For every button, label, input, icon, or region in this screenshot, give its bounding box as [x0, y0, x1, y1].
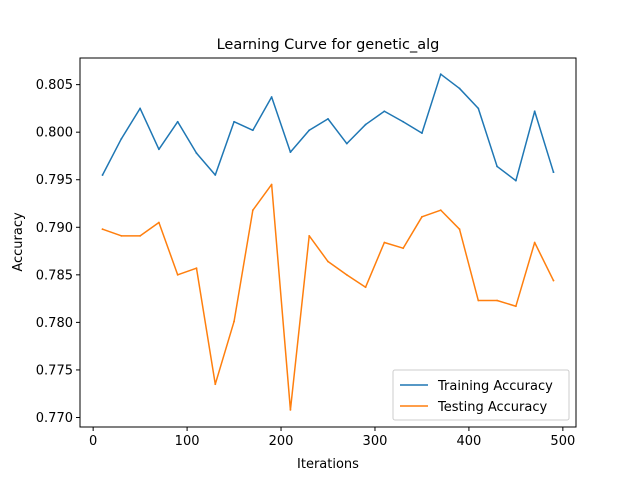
y-axis-label: Accuracy	[11, 212, 26, 272]
data-point-testing	[439, 209, 442, 212]
data-point-training	[308, 129, 311, 132]
data-point-testing	[327, 260, 329, 263]
legend-box	[392, 369, 570, 421]
data-point-training	[233, 120, 235, 123]
data-point-training	[251, 129, 254, 132]
data-point-testing	[402, 247, 405, 250]
data-point-training	[158, 148, 160, 151]
data-point-testing	[514, 305, 517, 308]
data-point-training	[514, 179, 517, 182]
y-tick-label: 0.795	[36, 173, 73, 188]
legend: Training Accuracy Testing Accuracy	[392, 369, 570, 421]
series-layer	[101, 73, 555, 411]
plot-area	[79, 57, 577, 428]
data-point-testing	[533, 241, 536, 244]
data-point-testing	[496, 299, 498, 302]
data-point-testing	[101, 228, 104, 231]
y-tick-label: 0.790	[36, 221, 73, 236]
data-point-testing	[458, 228, 461, 231]
chart-title: Learning Curve for genetic_alg	[217, 37, 440, 53]
legend-label-training: Training Accuracy	[437, 379, 553, 394]
data-point-training	[439, 73, 442, 76]
y-tick-label: 0.775	[36, 363, 73, 378]
data-point-testing	[289, 408, 292, 411]
x-tick-label: 400	[456, 434, 481, 449]
data-point-testing	[233, 320, 235, 323]
x-tick-label: 300	[363, 434, 388, 449]
data-point-training	[552, 171, 555, 174]
data-point-testing	[214, 383, 217, 386]
y-axis: 0.770 0.775 0.780 0.785 0.790 0.795 0.800 0.805	[36, 78, 80, 426]
x-axis: 0 100 200 300 400 500	[89, 427, 575, 449]
data-point-training	[458, 87, 461, 90]
x-tick-label: 0	[89, 434, 97, 449]
legend-label-testing: Testing Accuracy	[437, 400, 547, 415]
y-tick-label: 0.770	[36, 411, 73, 426]
data-point-testing	[195, 267, 198, 270]
data-point-testing	[251, 209, 254, 212]
plot-frame	[79, 57, 577, 428]
data-point-training	[214, 174, 217, 176]
data-point-testing	[270, 183, 273, 186]
data-point-testing	[345, 273, 348, 276]
y-tick-label: 0.780	[36, 316, 73, 331]
y-tick-label: 0.785	[36, 268, 73, 283]
data-point-training	[289, 151, 292, 154]
data-point-training	[139, 107, 142, 110]
data-point-testing	[477, 299, 480, 302]
data-point-training	[496, 165, 498, 168]
data-point-testing	[421, 215, 423, 218]
data-point-training	[364, 123, 367, 126]
data-point-testing	[139, 234, 142, 237]
y-tick-label: 0.805	[36, 78, 73, 93]
data-point-testing	[120, 234, 123, 237]
data-point-testing	[176, 273, 179, 276]
data-point-training	[195, 152, 198, 155]
data-point-testing	[308, 234, 311, 237]
x-tick-label: 200	[269, 434, 294, 449]
data-point-training	[270, 96, 273, 98]
data-point-training	[402, 120, 405, 123]
data-point-testing	[383, 241, 386, 244]
data-point-training	[327, 117, 329, 120]
data-point-training	[101, 174, 104, 176]
data-point-testing	[158, 221, 160, 224]
data-point-training	[176, 120, 179, 123]
x-tick-label: 500	[550, 434, 575, 449]
data-point-training	[120, 137, 123, 140]
data-point-training	[533, 110, 536, 113]
x-tick-label: 100	[175, 434, 200, 449]
data-point-training	[383, 110, 386, 113]
data-point-training	[477, 107, 480, 110]
data-point-testing	[552, 279, 555, 282]
data-point-training	[421, 132, 423, 135]
y-tick-label: 0.800	[36, 126, 73, 141]
data-point-training	[345, 142, 348, 145]
x-axis-label: Iterations	[297, 457, 359, 472]
data-point-testing	[364, 286, 367, 289]
